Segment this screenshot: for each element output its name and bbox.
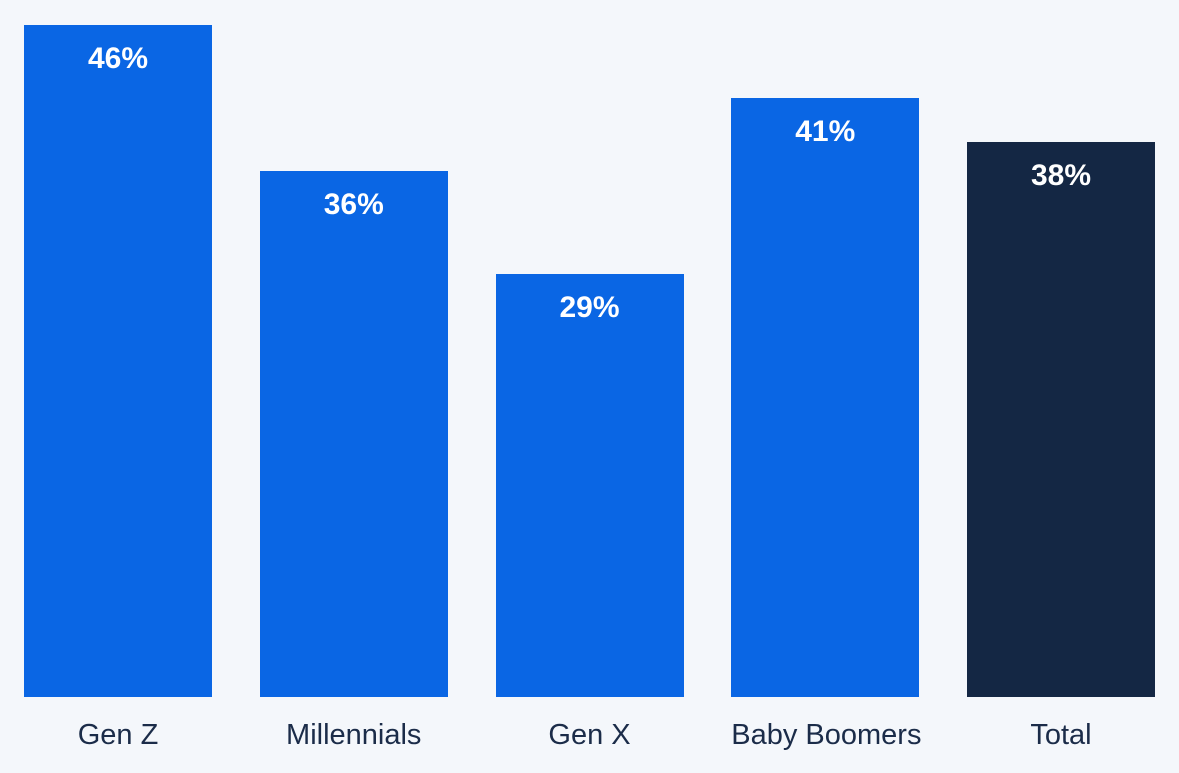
bar-column-gen-z: 46% xyxy=(24,25,212,697)
bar-value-label: 46% xyxy=(87,42,149,75)
bar-millennials: 36% xyxy=(259,171,448,697)
category-label-gen-z: Gen Z xyxy=(77,718,159,751)
bar-total: 38% xyxy=(967,142,1155,697)
bar-value-label: 29% xyxy=(559,291,620,324)
bar-gen-x: 29% xyxy=(495,274,684,697)
bar-baby-boomers: 41% xyxy=(731,98,920,697)
bar-value-label: 41% xyxy=(795,115,856,148)
category-label-gen-x: Gen X xyxy=(548,718,631,751)
bar-column-millennials: 36% xyxy=(259,171,448,697)
plot-area: 46% 36% 29% 41% 38% xyxy=(24,25,1155,697)
category-label-total: Total xyxy=(1030,718,1092,751)
bar-value-label: 38% xyxy=(1030,159,1092,192)
category-label-baby-boomers: Baby Boomers xyxy=(731,718,922,751)
bar-gen-z: 46% xyxy=(24,25,212,697)
bar-column-total: 38% xyxy=(967,142,1155,697)
bar-column-gen-x: 29% xyxy=(495,274,684,697)
bar-value-label: 36% xyxy=(323,188,384,221)
x-axis: Gen Z Millennials Gen X Baby Boomers Total xyxy=(0,697,1179,773)
bar-column-baby-boomers: 41% xyxy=(731,98,920,697)
category-label-millennials: Millennials xyxy=(286,718,422,751)
